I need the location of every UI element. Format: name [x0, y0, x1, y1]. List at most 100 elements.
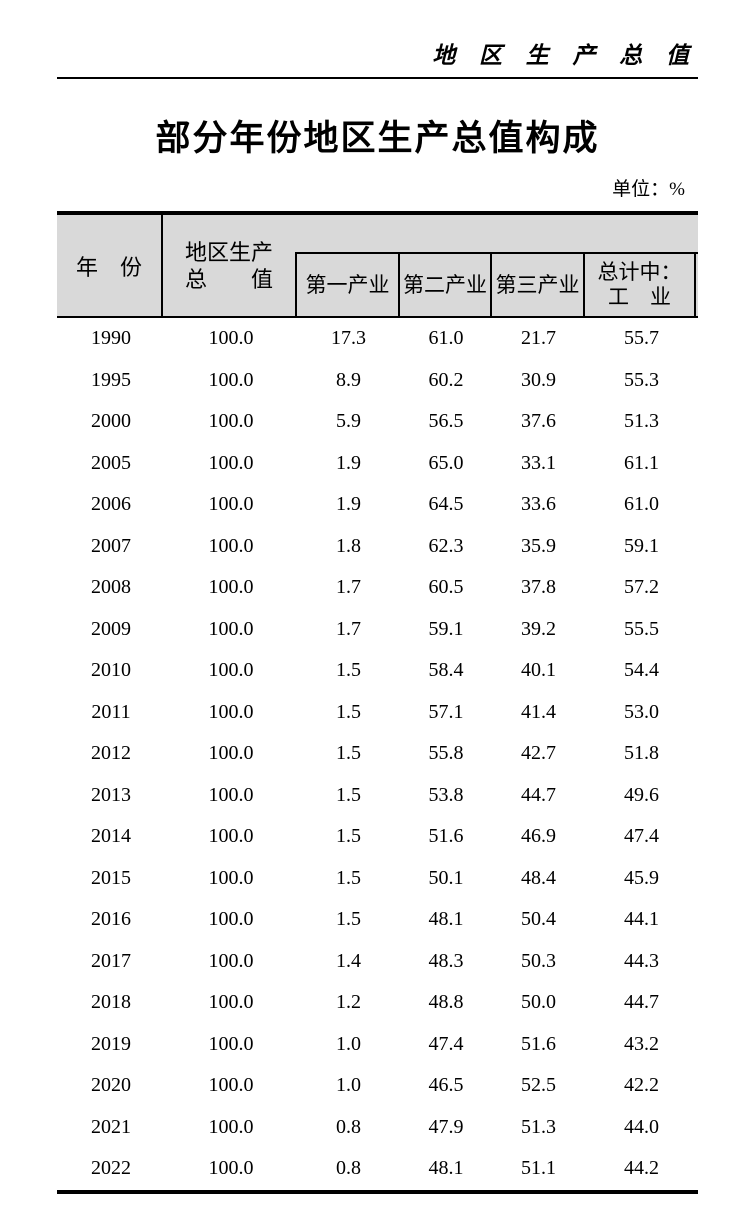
value-cell: 55.8 — [428, 742, 464, 765]
value-cell: 40.1 — [521, 659, 556, 682]
header-cell-primary-industry: 第一产业 — [297, 254, 400, 316]
value-cell: 53.8 — [428, 783, 464, 806]
table-row: 2015 100.0 1.5 50.1 48.4 45.9 — [57, 858, 698, 900]
value-cell: 59.1 — [428, 617, 464, 640]
value-cell: 100.0 — [208, 908, 254, 931]
value-cell: 30.9 — [521, 368, 556, 391]
value-cell: 100.0 — [208, 451, 254, 474]
value-cell: 42.7 — [521, 742, 556, 765]
page-title: 部分年份地区生产总值构成 — [155, 119, 600, 158]
table-row: 2009 100.0 1.7 59.1 39.2 55.5 — [57, 609, 698, 651]
value-cell: 46.5 — [428, 1074, 464, 1097]
table-row: 2000 100.0 5.9 56.5 37.6 51.3 — [57, 401, 698, 443]
value-cell: 61.0 — [624, 493, 659, 516]
value-cell: 44.0 — [624, 1115, 659, 1138]
value-cell: 100.0 — [208, 576, 254, 599]
table-row: 2006 100.0 1.9 64.5 33.6 61.0 — [57, 484, 698, 526]
value-cell: 60.2 — [428, 368, 464, 391]
value-cell: 48.1 — [428, 908, 464, 931]
value-cell: 1.7 — [336, 617, 361, 640]
value-cell: 44.1 — [624, 908, 659, 931]
table-row: 2022 100.0 0.8 48.1 51.1 44.2 — [57, 1148, 698, 1190]
value-cell: 100.0 — [208, 493, 254, 516]
value-cell: 1.5 — [336, 866, 361, 889]
year-cell: 2008 — [91, 576, 131, 599]
running-header-rule — [57, 77, 698, 79]
table-row: 2012 100.0 1.5 55.8 42.7 51.8 — [57, 733, 698, 775]
value-cell: 100.0 — [208, 825, 254, 848]
value-cell: 100.0 — [208, 534, 254, 557]
table-row: 2020 100.0 1.0 46.5 52.5 42.2 — [57, 1065, 698, 1107]
header-cell-gdp-total: 地区生产 总 值 — [163, 215, 295, 316]
value-cell: 100.0 — [208, 368, 254, 391]
value-cell: 100.0 — [208, 949, 254, 972]
header-cell-year: 年 份 — [57, 215, 163, 316]
value-cell: 33.1 — [521, 451, 556, 474]
value-cell: 47.4 — [428, 1032, 464, 1055]
table-row: 2018 100.0 1.2 48.8 50.0 44.7 — [57, 982, 698, 1024]
value-cell: 21.7 — [521, 327, 556, 350]
year-cell: 2016 — [91, 908, 131, 931]
value-cell: 41.4 — [521, 700, 556, 723]
header-cell-tertiary-industry: 第三产业 — [492, 254, 585, 316]
header-subcolumn-boxes: 第一产业 第二产业 第三产业 总计中： 工 业 — [295, 252, 698, 316]
header-subcolumns: 第一产业 第二产业 第三产业 总计中： 工 业 — [295, 215, 698, 316]
year-cell: 2012 — [91, 742, 131, 765]
year-cell: 2011 — [91, 700, 131, 723]
year-cell: 2007 — [91, 534, 131, 557]
value-cell: 43.2 — [624, 1032, 659, 1055]
value-cell: 44.7 — [624, 991, 659, 1014]
value-cell: 100.0 — [208, 1115, 254, 1138]
value-cell: 51.6 — [428, 825, 464, 848]
value-cell: 50.3 — [521, 949, 556, 972]
header-gdp-line2: 总 值 — [184, 266, 273, 292]
value-cell: 49.6 — [624, 783, 659, 806]
year-cell: 2017 — [91, 949, 131, 972]
value-cell: 100.0 — [208, 783, 254, 806]
value-cell: 52.5 — [521, 1074, 556, 1097]
value-cell: 1.5 — [336, 742, 361, 765]
year-cell: 2010 — [91, 659, 131, 682]
year-cell: 2014 — [91, 825, 131, 848]
value-cell: 1.5 — [336, 659, 361, 682]
table-row: 2014 100.0 1.5 51.6 46.9 47.4 — [57, 816, 698, 858]
value-cell: 1.5 — [336, 908, 361, 931]
value-cell: 1.9 — [336, 451, 361, 474]
value-cell: 1.5 — [336, 825, 361, 848]
value-cell: 17.3 — [331, 327, 366, 350]
value-cell: 44.7 — [521, 783, 556, 806]
value-cell: 54.4 — [624, 659, 659, 682]
value-cell: 51.1 — [521, 1157, 556, 1180]
value-cell: 1.7 — [336, 576, 361, 599]
value-cell: 51.8 — [624, 742, 659, 765]
header-industry-line1: 总计中： — [597, 260, 682, 284]
value-cell: 51.3 — [521, 1115, 556, 1138]
table-row: 2008 100.0 1.7 60.5 37.8 57.2 — [57, 567, 698, 609]
value-cell: 100.0 — [208, 742, 254, 765]
value-cell: 62.3 — [428, 534, 464, 557]
value-cell: 1.4 — [336, 949, 361, 972]
value-cell: 57.1 — [428, 700, 464, 723]
value-cell: 100.0 — [208, 1157, 254, 1180]
value-cell: 59.1 — [624, 534, 659, 557]
table-row: 2013 100.0 1.5 53.8 44.7 49.6 — [57, 775, 698, 817]
table-row: 2016 100.0 1.5 48.1 50.4 44.1 — [57, 899, 698, 941]
value-cell: 55.3 — [624, 368, 659, 391]
value-cell: 47.4 — [624, 825, 659, 848]
value-cell: 50.1 — [428, 866, 464, 889]
year-cell: 2015 — [91, 866, 131, 889]
year-cell: 2013 — [91, 783, 131, 806]
year-cell: 1990 — [91, 327, 131, 350]
year-cell: 2020 — [91, 1074, 131, 1097]
value-cell: 1.0 — [336, 1074, 361, 1097]
table-row: 2011 100.0 1.5 57.1 41.4 53.0 — [57, 692, 698, 734]
year-cell: 2000 — [91, 410, 131, 433]
value-cell: 1.2 — [336, 991, 361, 1014]
value-cell: 42.2 — [624, 1074, 659, 1097]
value-cell: 0.8 — [336, 1115, 361, 1138]
table-row: 2005 100.0 1.9 65.0 33.1 61.1 — [57, 443, 698, 485]
value-cell: 55.7 — [624, 327, 659, 350]
value-cell: 37.6 — [521, 410, 556, 433]
value-cell: 65.0 — [428, 451, 464, 474]
table-header: 年 份 地区生产 总 值 第一产业 第二产业 第三产业 总计中： 工 业 — [57, 211, 698, 318]
